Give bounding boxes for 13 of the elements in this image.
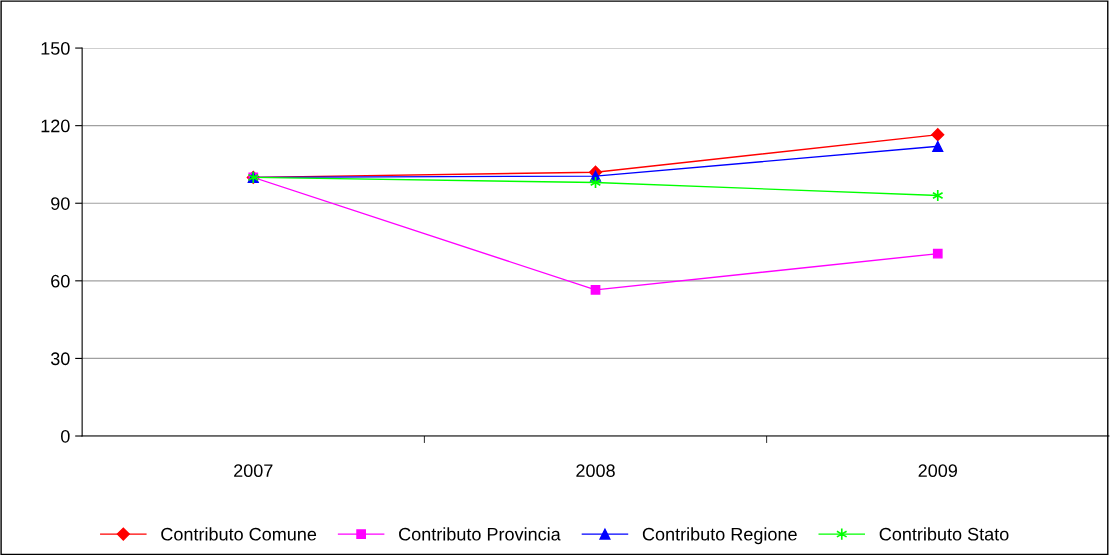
x-tick-label: 2007	[234, 464, 273, 478]
y-tick-label: 90	[51, 197, 70, 210]
y-tick-label: 0	[61, 429, 70, 443]
x-tick-label: 2009	[918, 464, 957, 478]
y-tick-label: 60	[51, 274, 70, 288]
y-tick-label: 30	[50, 352, 70, 366]
y-tick-label: 120	[41, 119, 70, 133]
legend-label: Contributo Provincia	[399, 527, 561, 541]
x-tick-label: 2008	[576, 464, 615, 478]
legend-label: Contributo Stato	[879, 527, 1009, 541]
y-tick-label: 150	[41, 42, 70, 55]
legend-label: Contributo Comune	[161, 527, 317, 541]
legend-label: Contributo Regione	[642, 527, 797, 545]
